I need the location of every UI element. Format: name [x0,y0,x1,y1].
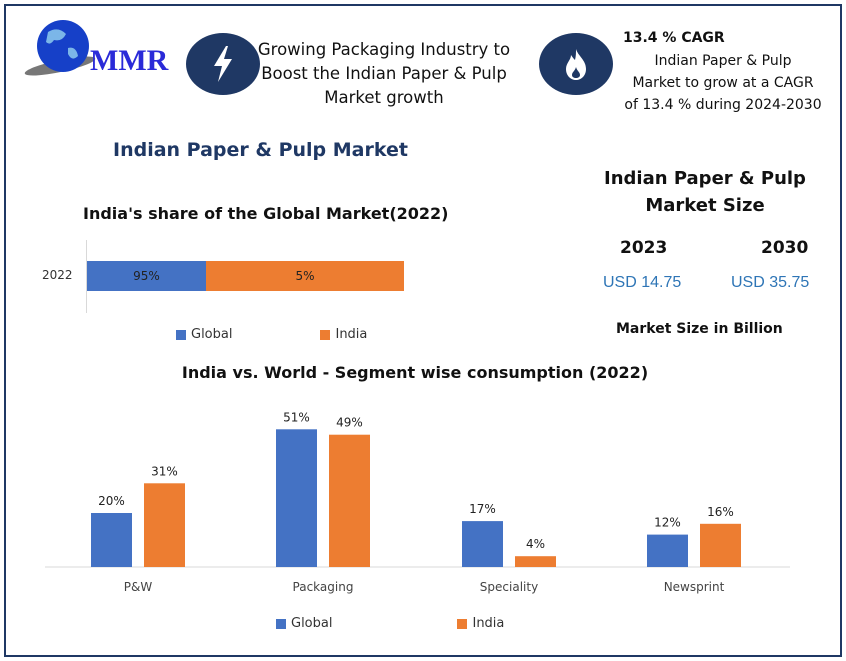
legend-global: Global [276,616,332,631]
svg-text:MMR: MMR [90,44,169,76]
bar-data-label: 17% [469,502,496,516]
cagr-line: of 13.4 % during 2024-2030 [624,97,822,113]
bar-india [329,434,370,567]
value-2023: USD 14.75 [603,274,682,291]
frame-border [4,4,842,657]
x-tick-label: Packaging [293,580,354,594]
value-2030: USD 35.75 [731,274,810,291]
legend-swatch-global [276,618,286,629]
legend-india: India [320,327,367,342]
legend-swatch-global [176,329,186,340]
bar-india [144,483,185,567]
cagr-line: Indian Paper & Pulp [654,53,792,69]
cagr-line: Market to grow at a CAGR [632,75,814,91]
bar-data-label: 16% [707,505,734,519]
bar-india [700,523,741,567]
legend-label: India [472,616,505,631]
year-2023: 2023 [620,238,668,258]
segment-chart-title: India vs. World - Segment wise consumpti… [181,363,649,382]
main-title: Indian Paper & Pulp Market [113,139,408,161]
headline-line: Market growth [324,88,444,107]
segment-legend: Global India [276,616,504,631]
share-bar-label: 5% [295,269,315,283]
legend-swatch-india [457,618,468,629]
cagr-text: Indian Paper & Pulp Market to grow at a … [615,50,831,116]
bar-india [515,556,556,567]
bar-data-label: 49% [336,416,363,430]
mmr-logo: MMR [18,14,178,77]
legend-label: Global [191,327,233,342]
legend-label: India [335,327,368,342]
flame-icon [566,49,586,80]
lightning-icon [214,46,232,82]
segment-chart: 20% 31% P&W 51% 49% Packaging 17% 4% Speciality 1… [45,410,790,594]
globe-icon: MMR [24,20,169,77]
bar-data-label: 20% [98,494,125,508]
legend-label: Global [291,616,333,631]
market-size-title: Indian Paper & Pulp Market Size [590,165,820,219]
market-size-title-line: Indian Paper & Pulp [604,168,806,189]
cagr-title: 13.4 % CAGR [623,30,725,46]
market-size-note: Market Size in Billion [616,321,783,337]
market-size-title-line: Market Size [645,195,765,216]
x-tick-label: P&W [124,580,153,594]
lightning-circle [186,33,260,95]
bar-data-label: 51% [283,410,310,424]
share-legend: Global India [176,327,367,342]
bar-data-label: 4% [526,537,545,551]
share-chart-title: India's share of the Global Market(2022) [83,204,449,223]
share-bar-label: 95% [133,269,160,283]
share-bar-global: 95% [87,261,206,291]
share-bar-india: 5% [206,261,404,291]
legend-swatch-india [320,329,331,340]
x-tick-label: Speciality [480,580,538,594]
flame-circle [539,33,613,95]
headline-line: Growing Packaging Industry to [257,40,511,59]
bar-global [647,534,688,567]
bar-global [462,521,503,567]
x-tick-label: Newsprint [664,580,725,594]
bar-data-label: 31% [151,464,178,478]
legend-global: Global [176,327,232,342]
share-axis-line [86,240,87,313]
headline-line: Boost the Indian Paper & Pulp [261,64,507,83]
bar-global [91,513,132,567]
share-category-label: 2022 [42,268,73,282]
year-2030: 2030 [761,238,809,258]
bar-global [276,429,317,567]
bar-data-label: 12% [654,516,681,530]
legend-india: India [457,616,504,631]
headline-text: Growing Packaging Industry to Boost the … [250,38,518,110]
